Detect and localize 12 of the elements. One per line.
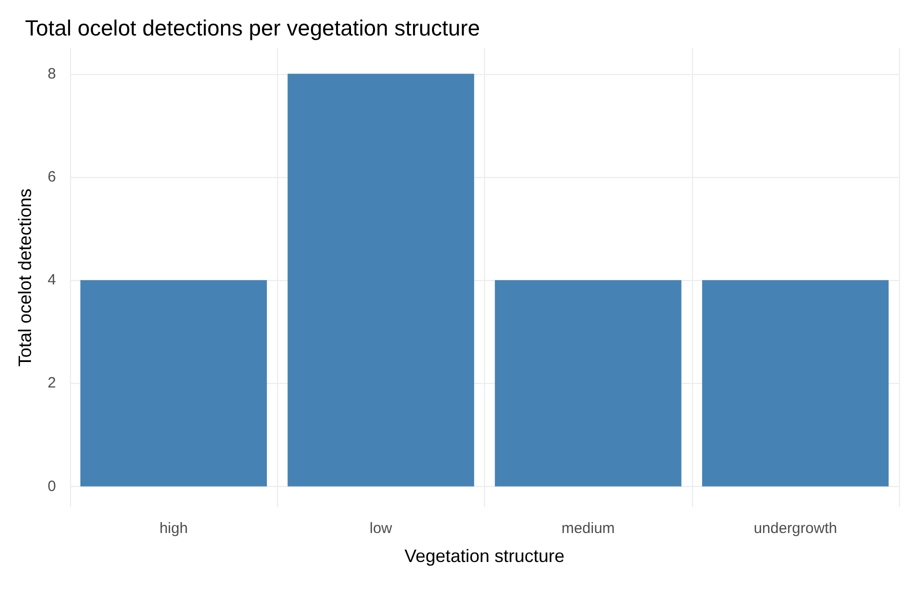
chart-title: Total ocelot detections per vegetation structure bbox=[25, 16, 480, 40]
y-tick-label: 4 bbox=[48, 272, 56, 289]
y-tick-label: 2 bbox=[48, 374, 56, 392]
y-axis-title: Total ocelot detections bbox=[15, 188, 35, 367]
y-tick-label: 6 bbox=[48, 168, 56, 186]
x-tick-label: medium bbox=[561, 520, 615, 537]
x-axis-title: Vegetation structure bbox=[404, 546, 565, 566]
y-tick-label: 0 bbox=[48, 478, 56, 495]
x-tick-label: high bbox=[159, 520, 188, 537]
y-tick-label: 8 bbox=[48, 65, 56, 82]
x-tick-label: low bbox=[370, 520, 392, 537]
x-tick-label: undergrowth bbox=[754, 520, 838, 537]
